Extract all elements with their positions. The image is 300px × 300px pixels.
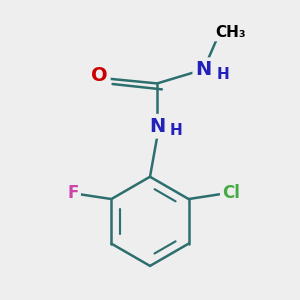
Text: F: F	[67, 184, 78, 202]
Text: H: H	[170, 124, 182, 139]
Text: N: N	[195, 60, 212, 79]
Text: Cl: Cl	[223, 184, 240, 202]
Text: CH₃: CH₃	[215, 25, 246, 40]
Text: O: O	[91, 66, 108, 85]
Text: H: H	[216, 67, 229, 82]
Text: N: N	[149, 117, 165, 136]
